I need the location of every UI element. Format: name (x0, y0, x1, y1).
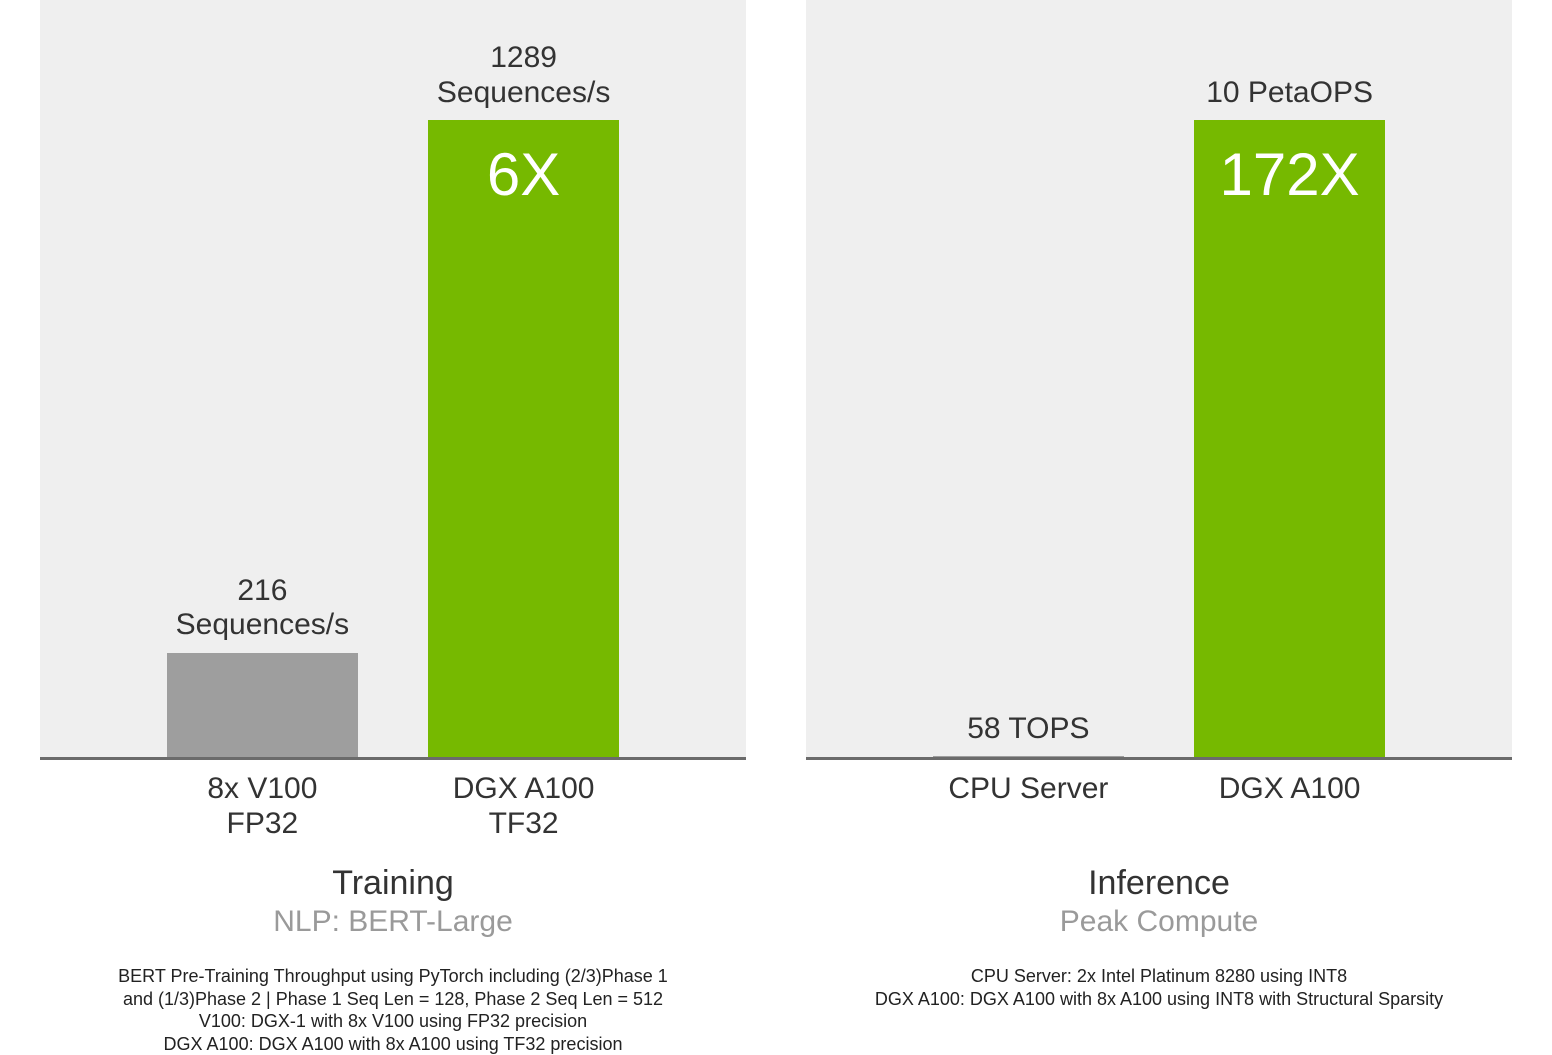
chart-baseline (806, 757, 1512, 760)
chart-footnote: CPU Server: 2x Intel Platinum 8280 using… (806, 965, 1512, 1010)
bar-value-label: 1289 Sequences/s (428, 41, 619, 110)
x-axis-labels: 8x V100 FP32 DGX A100 TF32 (40, 772, 746, 846)
chart-subtitle: Peak Compute (806, 905, 1512, 939)
chart-plot: 58 TOPS10 PetaOPS172X (806, 0, 1512, 760)
chart-subtitle: NLP: BERT-Large (40, 905, 746, 939)
bar-value-label: 10 PetaOPS (1194, 76, 1385, 111)
x-axis-labels: CPU Server DGX A100 (806, 772, 1512, 846)
chart-plot-area: 58 TOPS10 PetaOPS172X (806, 0, 1512, 760)
chart-plot: 216 Sequences/s1289 Sequences/s6X (40, 0, 746, 760)
bar-value-label: 58 TOPS (933, 712, 1124, 747)
bar-value-label: 216 Sequences/s (167, 574, 358, 643)
bar-speedup-label: 172X (1194, 140, 1385, 209)
chart-title: Training (40, 864, 746, 903)
x-axis-label: DGX A100 (1194, 772, 1385, 807)
x-axis-label: DGX A100 TF32 (428, 772, 619, 841)
bar-speedup-label: 6X (428, 140, 619, 209)
chart-plot-area: 216 Sequences/s1289 Sequences/s6X (40, 0, 746, 760)
bar-0: 216 Sequences/s (167, 653, 358, 760)
bar-1: 1289 Sequences/s6X (428, 120, 619, 760)
chart-footnote: BERT Pre-Training Throughput using PyTor… (40, 965, 746, 1055)
charts-row: 216 Sequences/s1289 Sequences/s6X8x V100… (0, 0, 1552, 1055)
chart-baseline (40, 757, 746, 760)
chart-panel-1: 58 TOPS10 PetaOPS172XCPU ServerDGX A100I… (806, 0, 1512, 1055)
x-axis-label: CPU Server (933, 772, 1124, 807)
chart-title: Inference (806, 864, 1512, 903)
chart-panel-0: 216 Sequences/s1289 Sequences/s6X8x V100… (40, 0, 746, 1055)
bar-1: 10 PetaOPS172X (1194, 120, 1385, 760)
x-axis-label: 8x V100 FP32 (167, 772, 358, 841)
